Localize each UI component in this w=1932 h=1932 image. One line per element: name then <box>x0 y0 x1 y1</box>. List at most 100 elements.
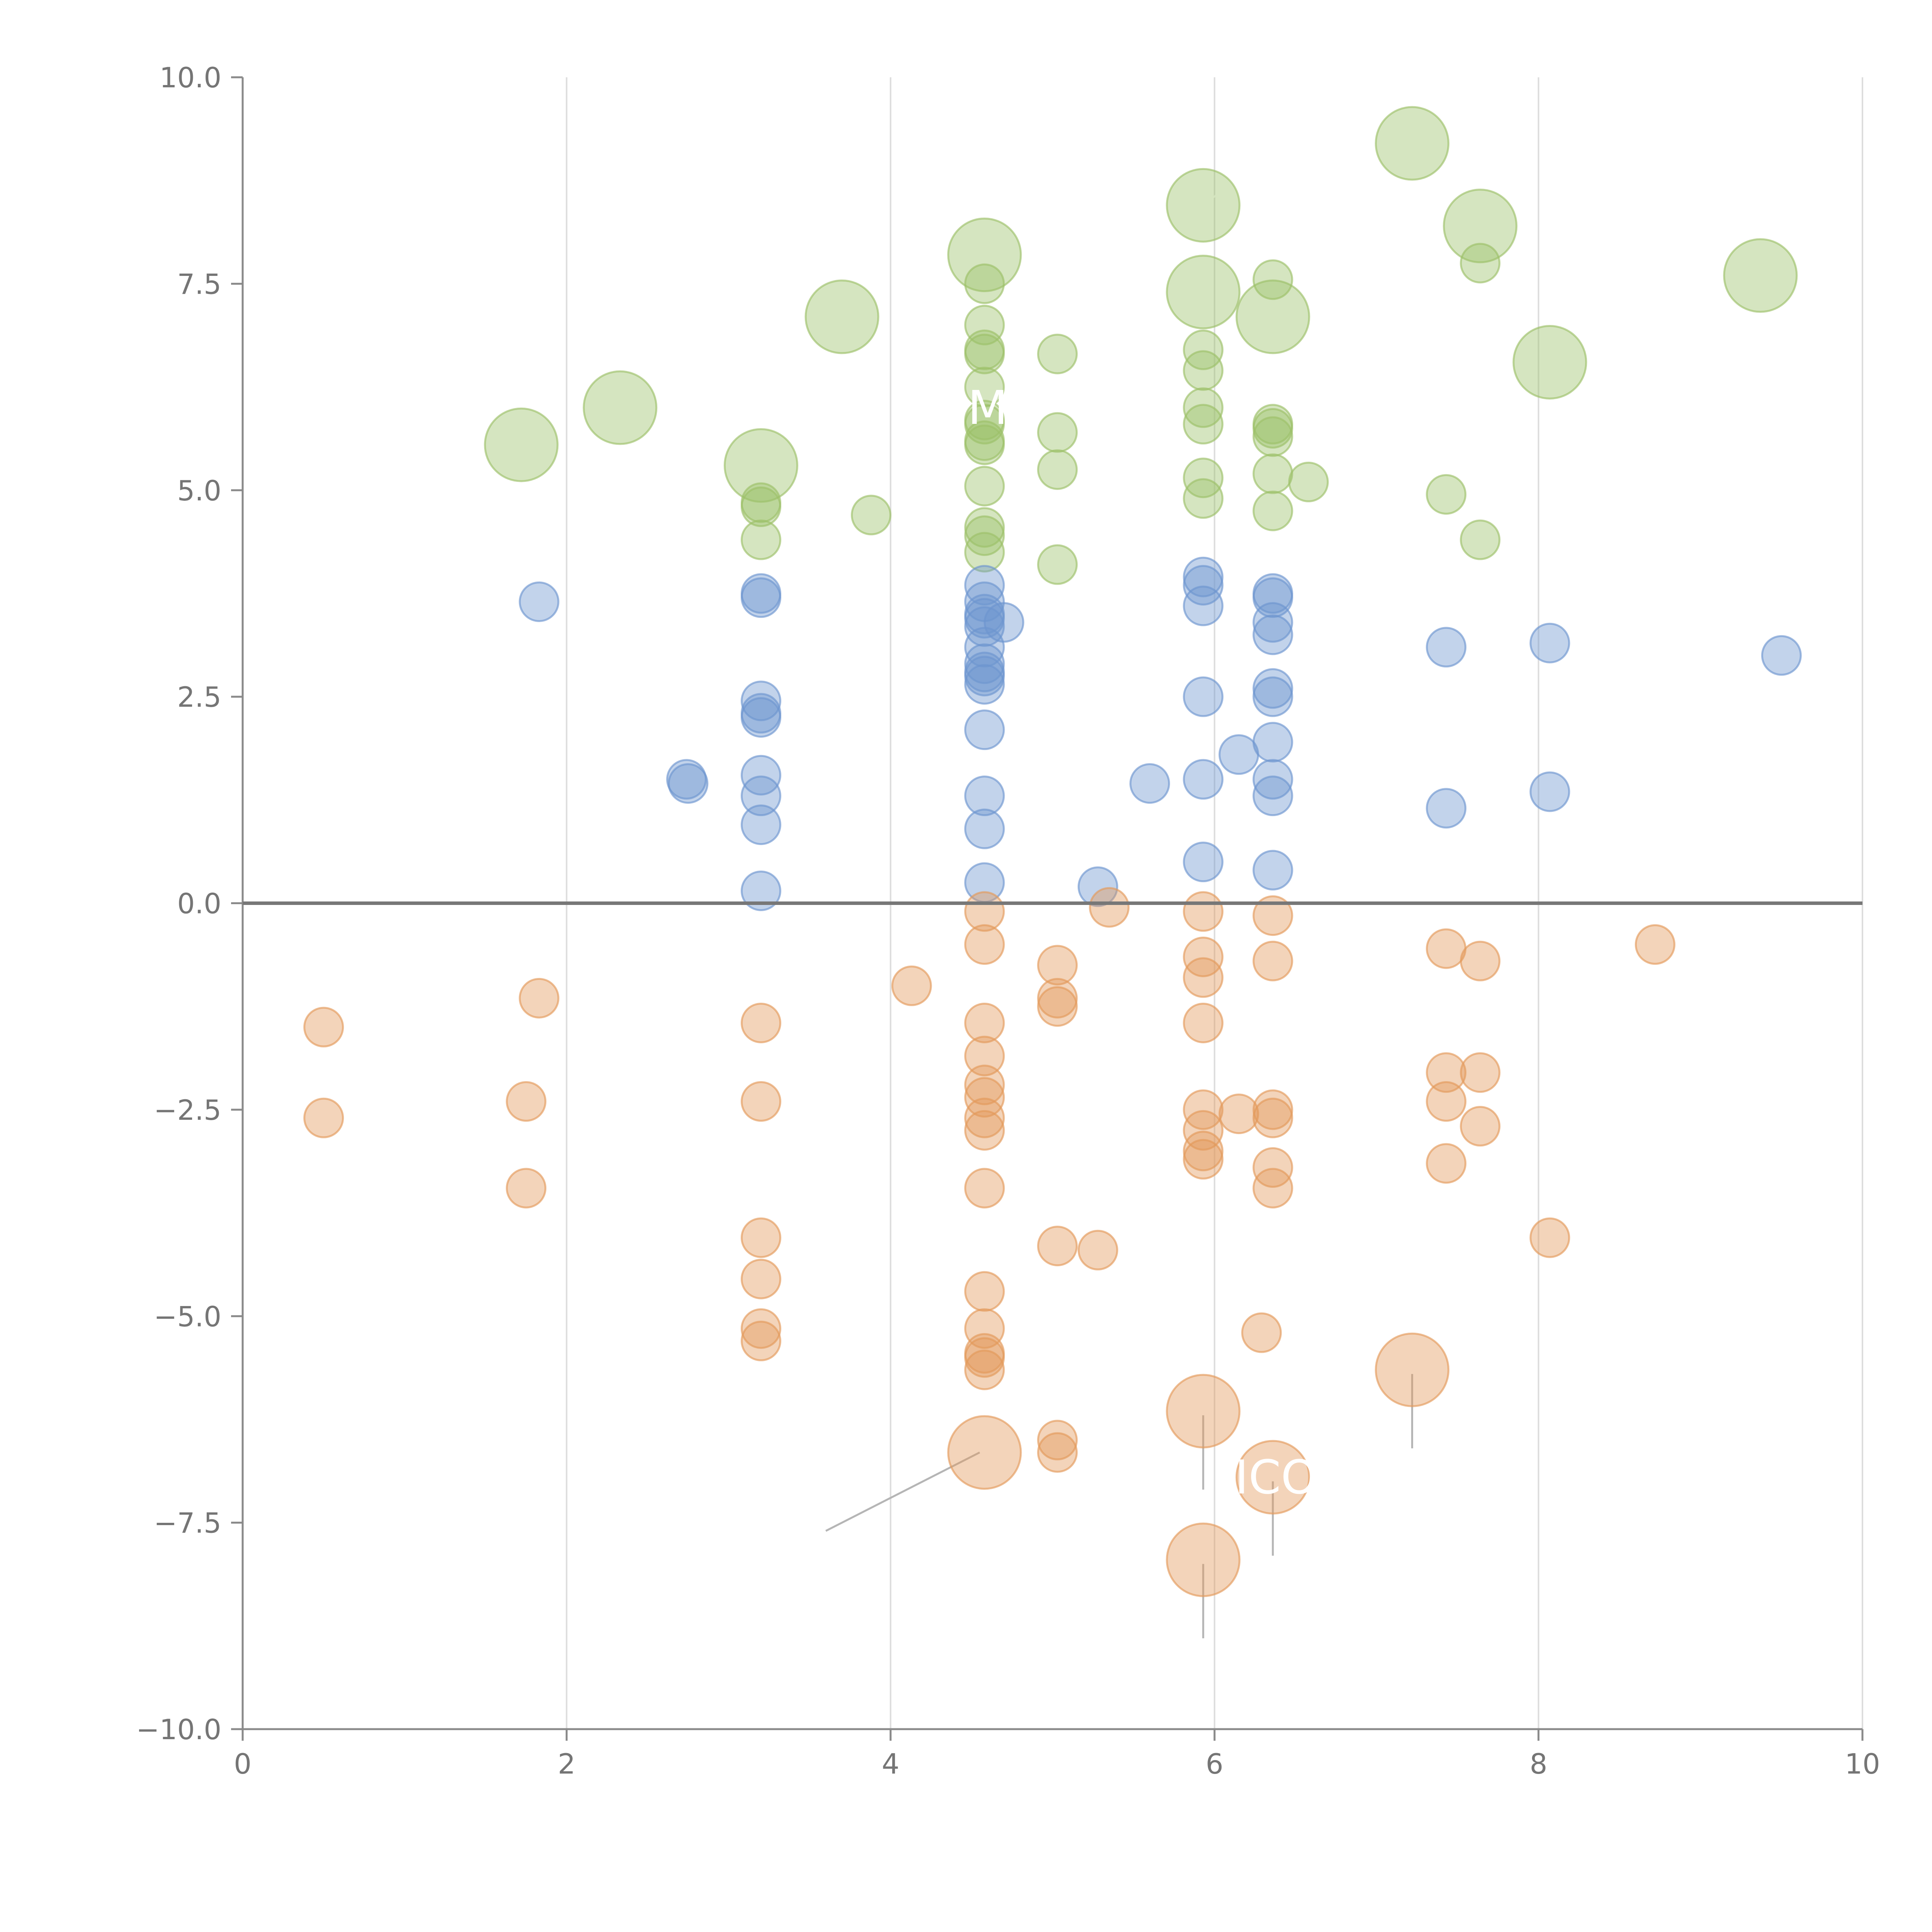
green-point <box>1166 255 1241 330</box>
leader-line <box>1207 184 1231 202</box>
x-tick-label: 4 <box>882 1748 900 1780</box>
blue-point <box>1529 771 1570 812</box>
orange-point <box>1529 1217 1570 1258</box>
leader-line <box>1417 134 1442 140</box>
green-point <box>740 519 781 560</box>
green-point <box>1252 408 1293 449</box>
green-point <box>1037 544 1078 585</box>
orange-point <box>506 1168 547 1209</box>
orange-point <box>303 1007 344 1048</box>
blue-point <box>740 804 781 845</box>
green-point <box>1426 474 1467 515</box>
data-points <box>243 106 1862 1597</box>
green-point <box>1252 416 1293 457</box>
blue-point <box>1252 614 1293 655</box>
orange-point <box>964 1308 1005 1349</box>
blue-point <box>964 776 1005 816</box>
blue-point <box>1426 627 1467 668</box>
orange-point <box>1077 1230 1118 1270</box>
green-point <box>1037 333 1078 374</box>
orange-point <box>1166 1374 1241 1449</box>
leader-line <box>1275 320 1287 350</box>
orange-point <box>1634 924 1675 965</box>
orange-point <box>1426 928 1467 969</box>
blue-point <box>1252 759 1293 800</box>
orange-point <box>1089 887 1130 928</box>
green-point <box>964 304 1005 345</box>
blue-point <box>1252 602 1293 643</box>
blue-point <box>1252 676 1293 717</box>
y-tick-label: 7.5 <box>177 268 221 300</box>
blue-point <box>740 755 781 796</box>
y-tick-label: 2.5 <box>177 681 221 713</box>
green-point <box>964 367 1005 408</box>
leader-line <box>1761 247 1765 272</box>
blue-point <box>740 577 781 618</box>
orange-point <box>1183 1089 1224 1130</box>
y-tick-label: 10.0 <box>160 61 221 94</box>
orange-point <box>1166 1522 1241 1597</box>
orange-point <box>964 924 1005 965</box>
orange-point <box>740 1081 781 1122</box>
blue-point <box>1252 776 1293 816</box>
green-point <box>740 486 781 527</box>
blue-point <box>740 680 781 721</box>
y-tick-label: −2.5 <box>154 1094 221 1126</box>
blue-point <box>1252 722 1293 763</box>
orange-point <box>1037 978 1078 1019</box>
orange-point <box>1460 1052 1501 1093</box>
leader-line <box>833 283 846 309</box>
green-point <box>1460 243 1501 284</box>
orange-point <box>1241 1312 1282 1353</box>
axis-layer: 10.0 7.5 5.0 2.5 0.0 −2.5 −5.0 −7.5 −10.0 0 2 4 6 8 10 <box>136 61 1880 1780</box>
x-tick-label: 8 <box>1530 1748 1548 1780</box>
blue-point <box>1761 635 1802 676</box>
orange-point <box>964 1077 1005 1118</box>
y-tick-label: −7.5 <box>154 1507 221 1539</box>
green-point <box>850 495 891 536</box>
orange-point <box>1183 1139 1224 1180</box>
blue-point <box>964 664 1005 705</box>
orange-point <box>1183 891 1224 932</box>
leader-line <box>1485 213 1515 223</box>
x-tick-label: 10 <box>1845 1748 1880 1780</box>
blue-point <box>740 776 781 816</box>
blue-point <box>964 656 1005 697</box>
orange-point <box>1183 1131 1224 1172</box>
green-point <box>964 466 1005 507</box>
annotations: M ICO <box>968 381 1318 1505</box>
orange-point <box>1252 940 1293 981</box>
green-point <box>1183 350 1224 391</box>
orange-point <box>740 1259 781 1299</box>
y-tick-label: 5.0 <box>177 474 221 507</box>
annotation-label: ICO <box>1235 1451 1318 1505</box>
orange-point <box>964 1271 1005 1312</box>
orange-point <box>1375 1332 1450 1407</box>
green-point <box>1375 106 1450 181</box>
green-point <box>964 507 1005 548</box>
orange-point <box>1426 1052 1467 1093</box>
leader-line <box>1197 296 1204 321</box>
orange-point <box>964 1337 1005 1378</box>
green-point <box>964 404 1005 445</box>
green-point <box>1183 457 1224 498</box>
blue-point <box>1077 866 1118 907</box>
orange-point <box>947 1415 1022 1490</box>
green-point <box>1235 279 1310 354</box>
blue-point <box>740 697 781 738</box>
orange-point <box>1037 986 1078 1027</box>
blue-point <box>1183 759 1224 800</box>
blue-point <box>964 709 1005 750</box>
orange-point <box>1037 945 1078 986</box>
orange-point <box>1252 1097 1293 1138</box>
leader-line <box>601 382 621 404</box>
y-tick-label: −5.0 <box>154 1300 221 1333</box>
y-tick-label: −10.0 <box>136 1713 221 1746</box>
blue-point <box>1183 676 1224 717</box>
orange-point <box>964 1065 1005 1105</box>
green-point <box>947 218 1022 293</box>
green-point <box>1037 412 1078 453</box>
y-tick-label: 0.0 <box>177 888 221 920</box>
blue-point <box>1183 585 1224 626</box>
blue-point <box>1529 622 1570 663</box>
